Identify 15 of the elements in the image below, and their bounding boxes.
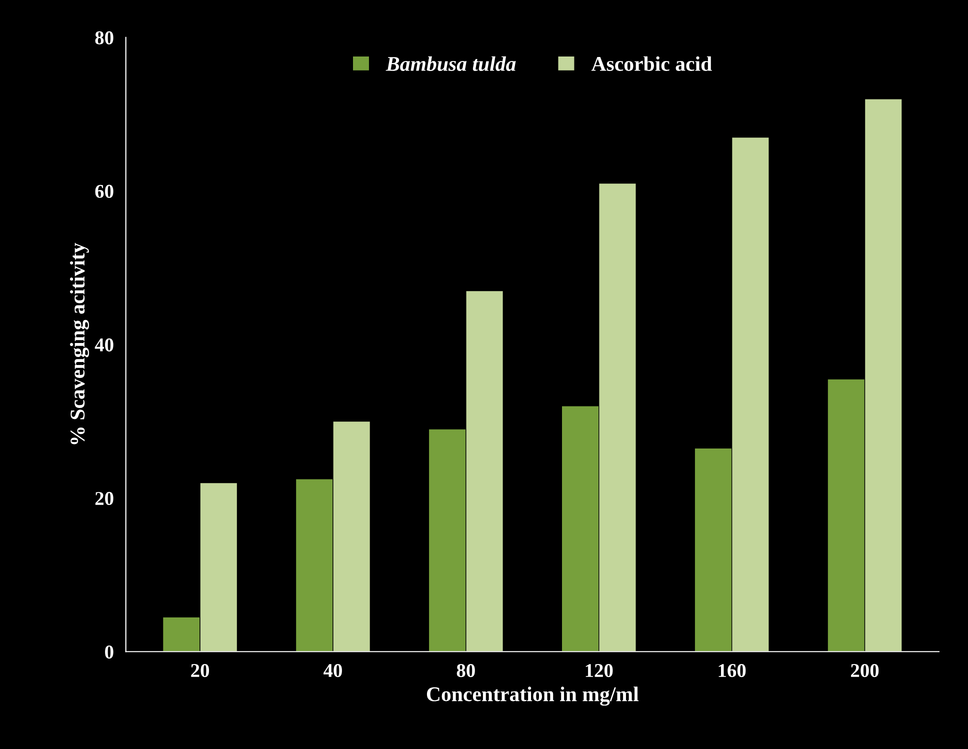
y-tick-label: 40 bbox=[94, 338, 114, 352]
x-tick-label: 120 bbox=[586, 664, 613, 678]
y-tick-label: 0 bbox=[105, 645, 114, 659]
y-tick-label: 60 bbox=[95, 184, 114, 198]
legend-label: Ascorbic acid bbox=[591, 56, 712, 71]
x-tick-label: 160 bbox=[718, 664, 746, 678]
x-tick-label: 40 bbox=[324, 664, 342, 678]
x-tick-label: 80 bbox=[456, 664, 475, 678]
y-axis-title: % Scavenging acitivity bbox=[70, 242, 90, 444]
y-tick-label: 20 bbox=[95, 492, 114, 506]
y-tick-label: 80 bbox=[95, 31, 114, 44]
x-tick-label: 200 bbox=[851, 664, 879, 678]
x-tick-label: 20 bbox=[191, 664, 210, 678]
legend-label: Bambusa tulda bbox=[386, 56, 516, 72]
x-axis-title: Concentration in mg/ml bbox=[426, 686, 639, 706]
